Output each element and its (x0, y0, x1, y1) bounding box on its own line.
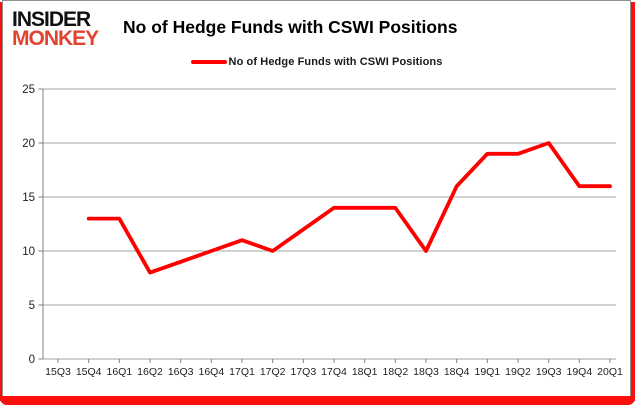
x-tick-label: 20Q1 (597, 366, 623, 378)
x-tick-label: 16Q3 (168, 366, 194, 378)
x-tick-label: 18Q4 (444, 366, 470, 378)
x-tick-label: 19Q2 (505, 366, 531, 378)
x-tick-label: 19Q1 (474, 366, 500, 378)
data-line (86, 141, 612, 275)
x-tick-label: 17Q3 (290, 366, 316, 378)
legend: No of Hedge Funds with CSWI Positions (3, 56, 630, 68)
frame-border-bottom (0, 396, 635, 405)
logo-line2: MONKEY (12, 27, 99, 51)
x-tick-label: 19Q4 (566, 366, 592, 378)
x-tick-label: 17Q1 (229, 366, 255, 378)
x-tick-label: 15Q4 (76, 366, 102, 378)
x-tick-label: 18Q2 (382, 366, 408, 378)
frame-border-left (0, 2, 2, 401)
x-tick-label: 16Q1 (106, 366, 132, 378)
y-tick-label: 25 (22, 84, 35, 96)
x-tick-label: 18Q3 (413, 366, 439, 378)
legend-line-swatch (190, 60, 227, 64)
frame-border-right (631, 2, 635, 401)
y-tick-label: 15 (22, 192, 35, 204)
logo-line1: INSIDER (12, 8, 91, 31)
x-tick-label: 19Q3 (536, 366, 562, 378)
line-chart: 0 5 10 15 20 25 15Q3 15Q4 16Q1 16Q2 16Q3 16Q4 17Q1 17… (22, 84, 623, 378)
x-tick-label: 18Q1 (352, 366, 378, 378)
x-tick-label: 15Q3 (45, 366, 71, 378)
y-tick-label: 10 (22, 246, 35, 258)
y-tick-label: 5 (29, 300, 35, 312)
x-tick-label: 16Q4 (198, 366, 224, 378)
insider-monkey-logo: INSIDER MONKEY (12, 8, 99, 51)
y-tick-label: 20 (22, 138, 35, 150)
legend-label: No of Hedge Funds with CSWI Positions (228, 56, 443, 68)
chart-card: INSIDER MONKEY No of Hedge Funds with CS… (2, 0, 631, 397)
page-title: No of Hedge Funds with CSWI Positions (123, 17, 458, 37)
x-tick-label: 17Q2 (260, 366, 286, 378)
x-tick-label: 17Q4 (321, 366, 347, 378)
x-tick-label: 16Q2 (137, 366, 163, 378)
y-tick-label: 0 (29, 354, 35, 366)
